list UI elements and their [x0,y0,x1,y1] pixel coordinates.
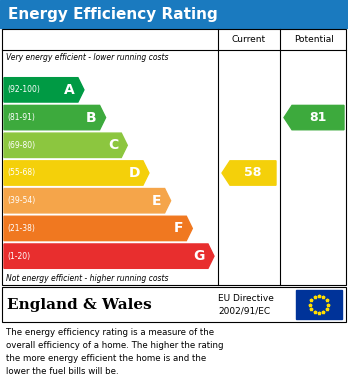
Text: 58: 58 [244,167,262,179]
Polygon shape [222,161,276,185]
Text: (81-91): (81-91) [7,113,35,122]
Text: (39-54): (39-54) [7,196,35,205]
Text: E: E [152,194,161,208]
Bar [0,0,348,28]
Text: Not energy efficient - higher running costs: Not energy efficient - higher running co… [6,274,168,283]
Polygon shape [4,244,214,268]
Text: G: G [193,249,205,263]
Polygon shape [4,78,84,102]
Bar [296,290,342,319]
Text: C: C [108,138,118,152]
Polygon shape [4,188,171,213]
Text: (92-100): (92-100) [7,85,40,94]
Polygon shape [4,106,105,130]
Text: England & Wales: England & Wales [7,298,152,312]
Text: EU Directive: EU Directive [218,294,274,303]
Text: F: F [174,221,183,235]
Bar [2,287,346,322]
Text: Energy Efficiency Rating: Energy Efficiency Rating [8,7,218,22]
Text: 81: 81 [309,111,327,124]
Text: D: D [128,166,140,180]
Polygon shape [4,133,127,158]
Text: (1-20): (1-20) [7,252,30,261]
Text: 2002/91/EC: 2002/91/EC [218,307,270,316]
Text: A: A [64,83,75,97]
Text: B: B [86,111,97,125]
Text: (55-68): (55-68) [7,169,35,178]
Polygon shape [284,106,344,130]
Text: Potential: Potential [294,34,334,43]
Text: (21-38): (21-38) [7,224,35,233]
Text: The energy efficiency rating is a measure of the
overall efficiency of a home. T: The energy efficiency rating is a measur… [6,328,223,375]
Polygon shape [4,161,149,185]
Bar [2,29,346,285]
Text: (69-80): (69-80) [7,141,35,150]
Polygon shape [4,216,192,240]
Text: Current: Current [232,34,266,43]
Text: Very energy efficient - lower running costs: Very energy efficient - lower running co… [6,53,168,62]
